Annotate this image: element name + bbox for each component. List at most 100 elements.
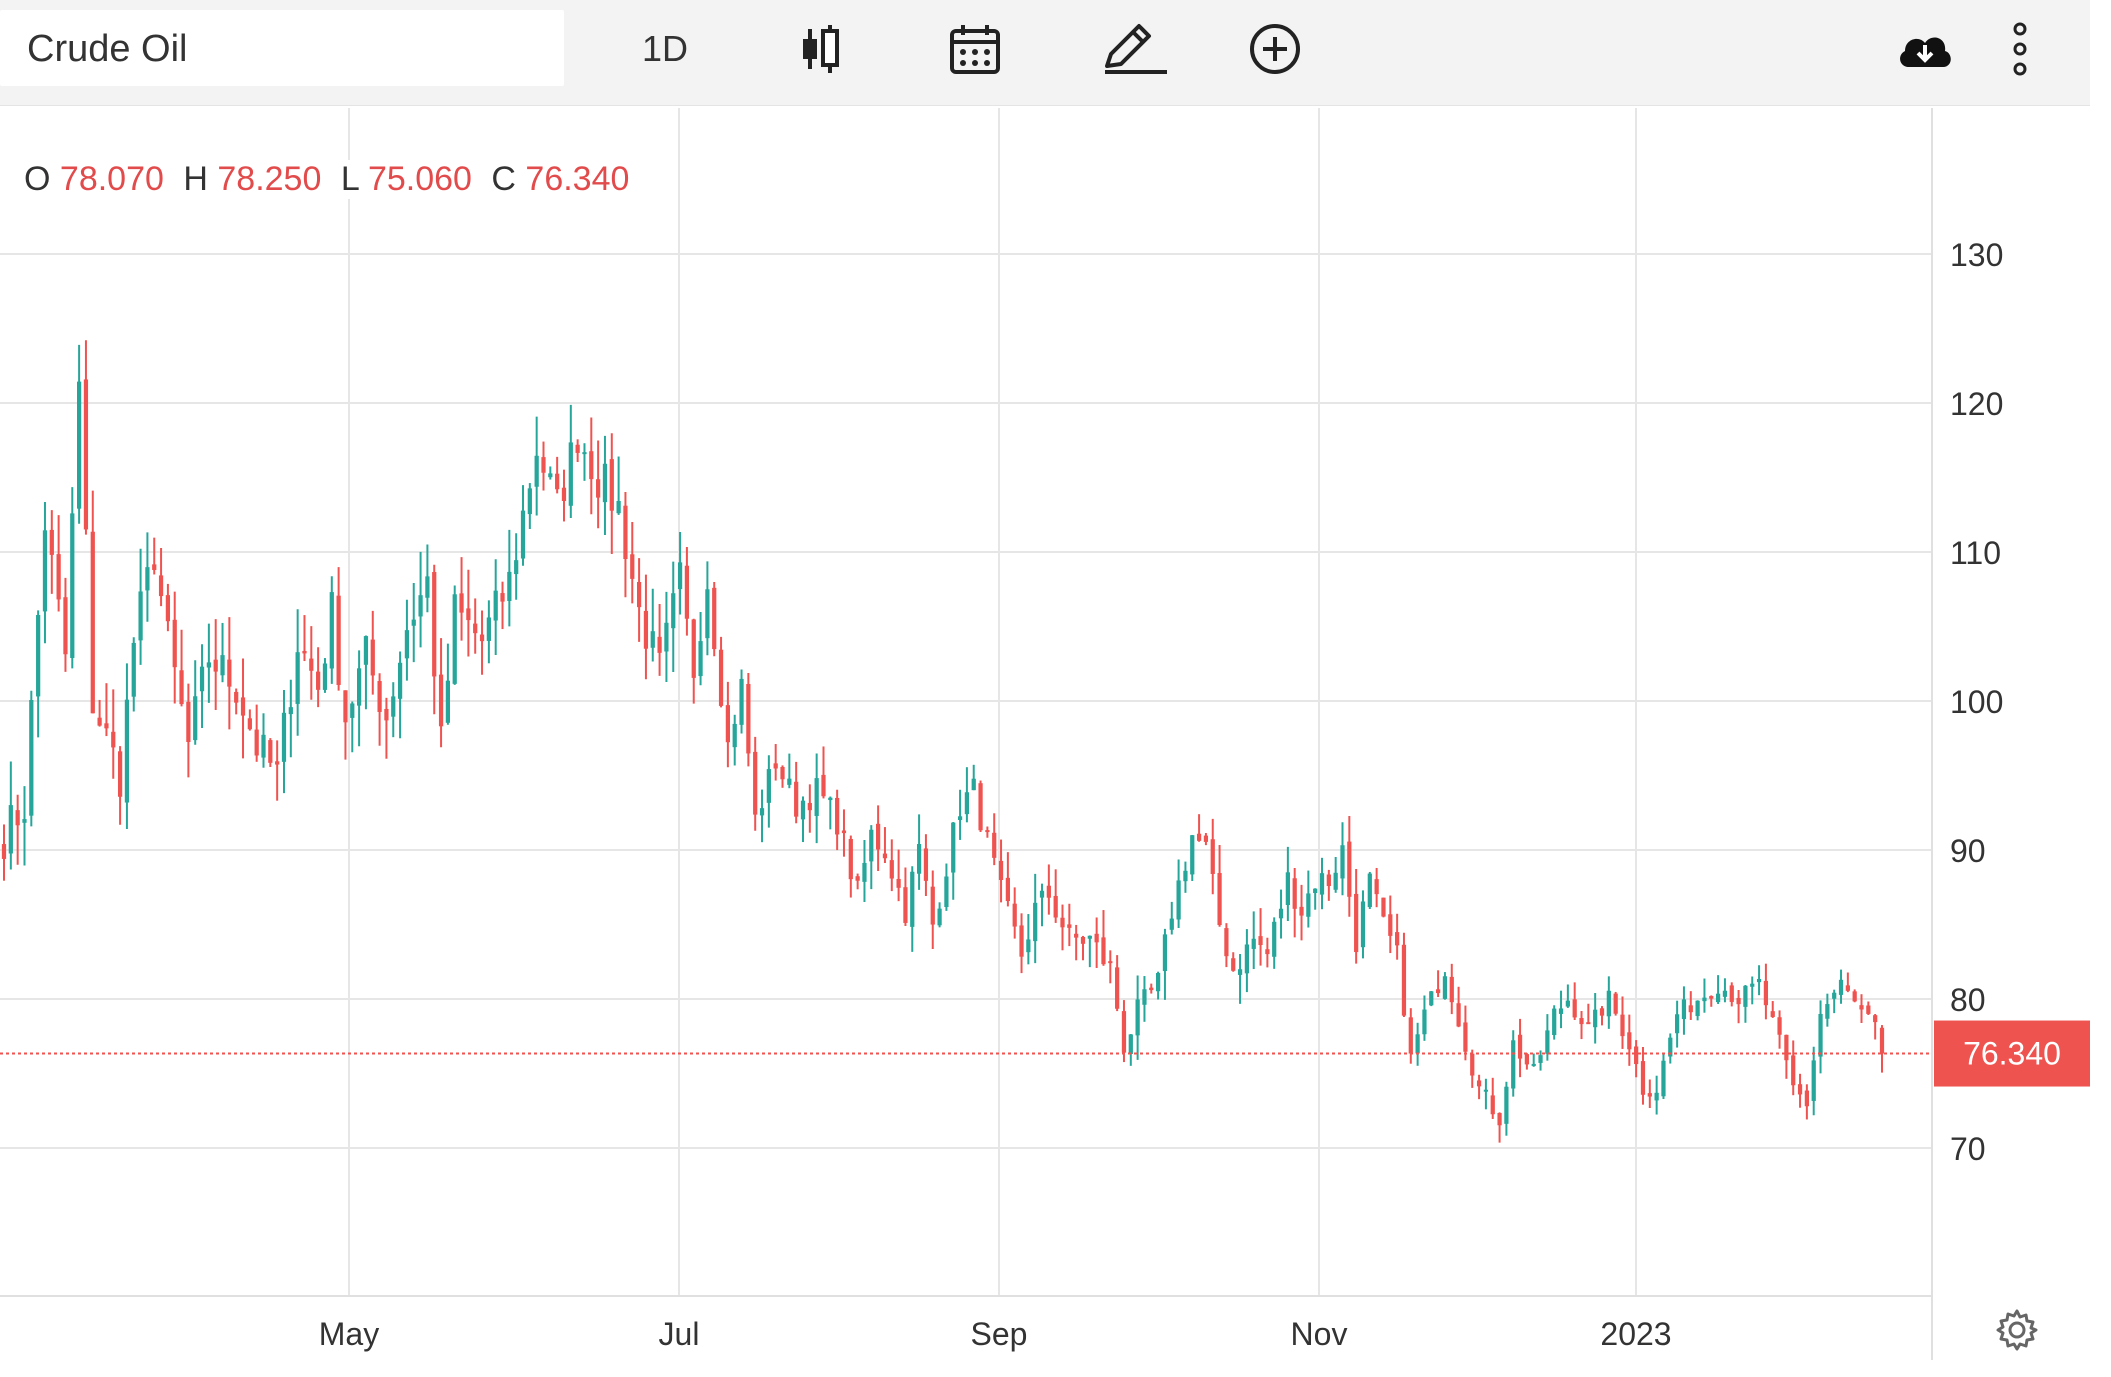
x-tick-label: 2023 bbox=[1600, 1316, 1671, 1352]
candle-body bbox=[1012, 903, 1017, 927]
gear-icon bbox=[1996, 1309, 2038, 1351]
candle-body bbox=[1149, 987, 1154, 991]
candle-body bbox=[746, 684, 751, 754]
y-axis-labels: 130 120 110 100 90 80 70 bbox=[1950, 237, 2003, 1167]
candle-body bbox=[1668, 1037, 1673, 1057]
candle-body bbox=[1313, 888, 1318, 894]
candle-body bbox=[322, 663, 328, 690]
candle-body bbox=[1634, 1046, 1639, 1065]
candle-body bbox=[275, 761, 280, 765]
symbol-search-field[interactable]: Crude Oil bbox=[0, 10, 564, 86]
candle-body bbox=[1866, 1005, 1871, 1014]
more-options-button[interactable] bbox=[2000, 14, 2040, 84]
candle-body bbox=[247, 718, 252, 730]
candle-body bbox=[814, 778, 819, 816]
date-range-button[interactable] bbox=[940, 14, 1010, 84]
candle-body bbox=[534, 455, 539, 487]
x-axis-labels: May Jul Sep Nov 2023 bbox=[319, 1316, 1672, 1352]
candle-body bbox=[1033, 902, 1038, 942]
candle-body bbox=[1374, 879, 1379, 895]
candle-body bbox=[1128, 1034, 1133, 1055]
candle-body bbox=[1736, 997, 1741, 1005]
chart-type-button[interactable] bbox=[790, 14, 850, 84]
candle-body bbox=[1435, 989, 1441, 994]
candlestick-icon bbox=[803, 25, 839, 73]
candle-body bbox=[1770, 1011, 1775, 1017]
candle-body bbox=[589, 451, 594, 480]
candle-body bbox=[49, 529, 54, 555]
candle-body bbox=[1531, 1063, 1536, 1066]
candle-body bbox=[1586, 1022, 1591, 1025]
candle-body bbox=[1558, 1008, 1564, 1014]
candle-body bbox=[138, 591, 143, 641]
candle-body bbox=[1408, 1017, 1413, 1054]
candle-body bbox=[664, 622, 669, 652]
y-tick-label: 80 bbox=[1950, 982, 1986, 1018]
candle-body bbox=[1278, 908, 1284, 919]
candle-body bbox=[753, 751, 758, 815]
candle-body bbox=[828, 797, 833, 801]
candle-body bbox=[1483, 1089, 1489, 1092]
candle-body bbox=[268, 740, 273, 763]
candle-body bbox=[1538, 1055, 1543, 1063]
candle-body bbox=[479, 634, 485, 642]
candle-body bbox=[1, 844, 7, 859]
candle-body bbox=[1791, 1055, 1796, 1086]
candle-body bbox=[1360, 901, 1366, 948]
candle-body bbox=[541, 457, 546, 473]
open-value: 78.070 bbox=[59, 160, 164, 198]
candle-body bbox=[193, 696, 198, 741]
x-tick-label: Nov bbox=[1291, 1316, 1348, 1352]
interval-button[interactable]: 1D bbox=[641, 28, 689, 69]
candle-body bbox=[1231, 958, 1236, 971]
candle-body bbox=[1463, 1022, 1468, 1052]
candle-body bbox=[56, 554, 61, 600]
candle-body bbox=[691, 619, 696, 678]
candle-body bbox=[1224, 928, 1229, 957]
candle-body bbox=[623, 505, 628, 560]
candle-body bbox=[636, 581, 642, 608]
settings-button[interactable] bbox=[1995, 1308, 2039, 1352]
candle-body bbox=[77, 381, 82, 509]
candle-body bbox=[1756, 978, 1762, 983]
candle-body bbox=[1565, 1000, 1570, 1007]
candle-body bbox=[671, 593, 676, 629]
drawing-tools-button[interactable] bbox=[1095, 14, 1175, 84]
candle-body bbox=[520, 510, 526, 559]
candle-body bbox=[213, 659, 218, 672]
candle-body bbox=[432, 572, 437, 677]
candle-body bbox=[8, 805, 13, 854]
candles bbox=[1, 340, 1885, 1143]
candle-body bbox=[22, 819, 27, 823]
download-button[interactable] bbox=[1885, 14, 1965, 84]
candle-body bbox=[1115, 967, 1120, 1009]
candle-body bbox=[800, 800, 806, 820]
y-tick-label: 120 bbox=[1950, 386, 2003, 422]
candle-body bbox=[1381, 897, 1386, 917]
candle-body bbox=[1176, 880, 1181, 920]
candle-body bbox=[1579, 1018, 1584, 1025]
candle-body bbox=[63, 597, 68, 655]
candle-body bbox=[1709, 996, 1714, 999]
candle-body bbox=[1852, 991, 1857, 1002]
candle-body bbox=[1456, 1003, 1461, 1027]
candle-body bbox=[1545, 1030, 1550, 1054]
candle-body bbox=[794, 781, 799, 817]
x-tick-label: Sep bbox=[971, 1316, 1028, 1352]
candle-body bbox=[15, 810, 20, 826]
candle-body bbox=[923, 848, 929, 881]
candle-body bbox=[896, 878, 901, 888]
calendar-icon bbox=[950, 25, 1000, 74]
candle-body bbox=[83, 379, 89, 530]
more-vertical-icon bbox=[2013, 22, 2027, 76]
candle-body bbox=[473, 623, 478, 634]
candle-body bbox=[70, 513, 75, 658]
candle-body bbox=[1094, 933, 1099, 943]
candle-body bbox=[445, 680, 451, 723]
candle-body bbox=[1422, 1009, 1427, 1035]
add-indicator-button[interactable] bbox=[1240, 14, 1310, 84]
candle-body bbox=[1074, 933, 1079, 938]
candle-body bbox=[1046, 885, 1051, 898]
candle-body bbox=[1080, 936, 1086, 944]
